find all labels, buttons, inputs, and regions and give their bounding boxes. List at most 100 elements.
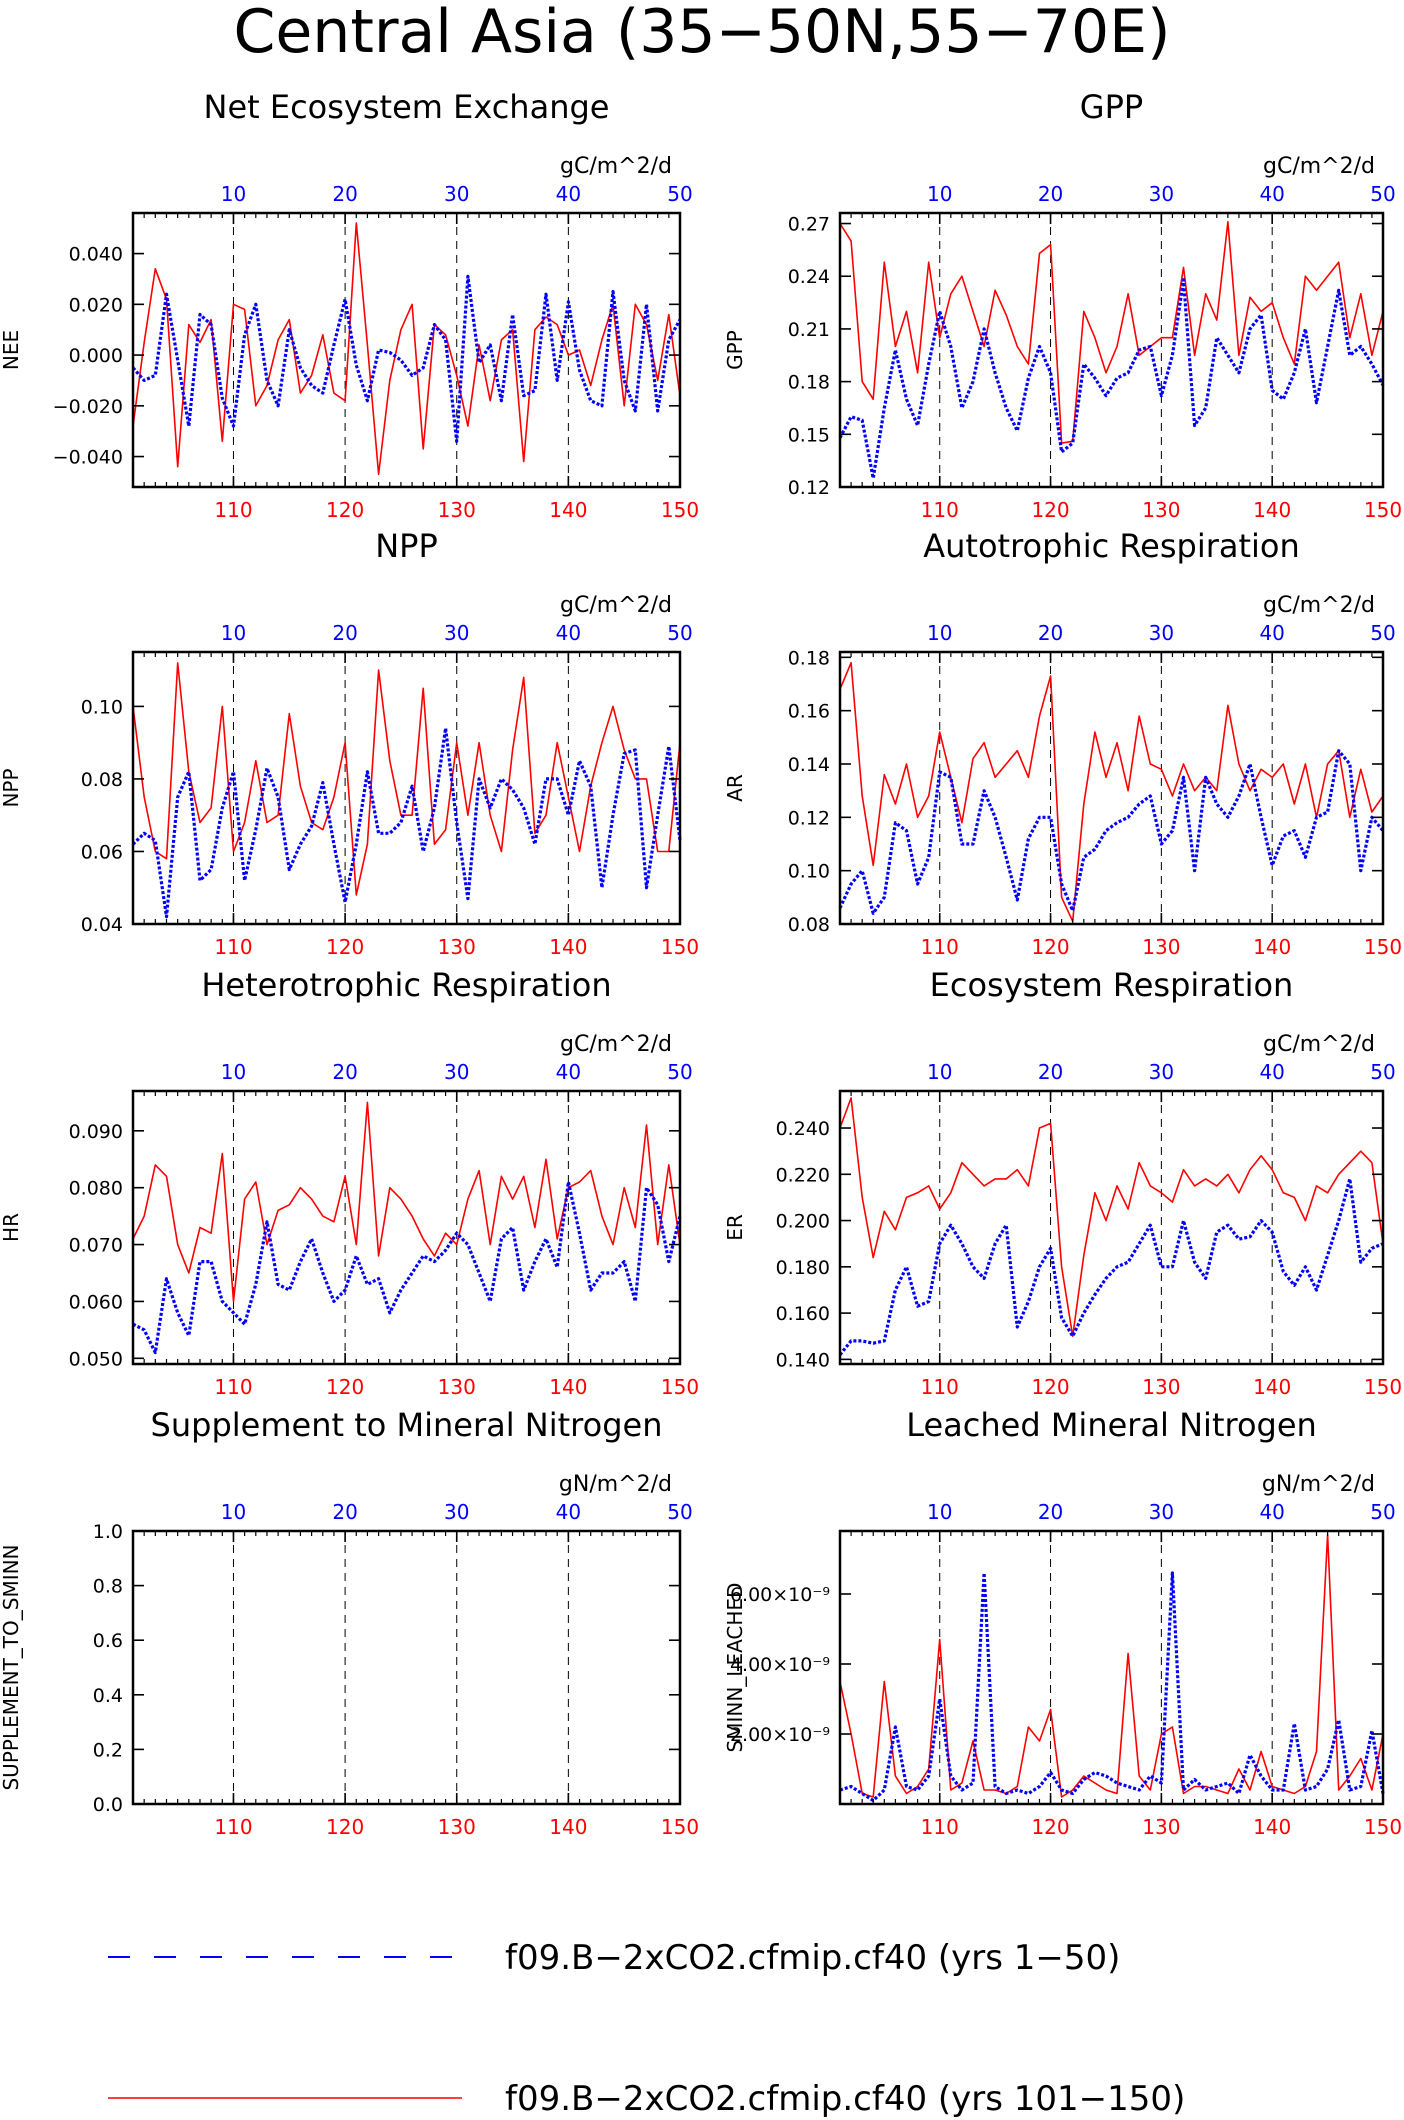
x-bottom-tick-label: 150 bbox=[661, 1815, 699, 1839]
x-bottom-tick-label: 150 bbox=[1364, 1375, 1402, 1399]
x-bottom-tick-label: 140 bbox=[1253, 1375, 1291, 1399]
panel-ar: 110 120 130 140 150 10 20 30 40 50 0.08 0.10 0.12 0.1… bbox=[723, 527, 1402, 959]
x-top-tick-label: 20 bbox=[332, 1500, 357, 1524]
y-tick-label: 0.27 bbox=[788, 214, 830, 236]
units-label: gC/m^2/d bbox=[560, 1032, 672, 1057]
x-bottom-tick-label: 140 bbox=[1253, 935, 1291, 959]
x-top-tick-label: 40 bbox=[556, 1060, 581, 1084]
panel-title: Ecosystem Respiration bbox=[930, 966, 1294, 1004]
y-tick-label: 0.12 bbox=[788, 477, 830, 499]
x-top-tick-label: 30 bbox=[444, 1060, 469, 1084]
series-line-yrs-1-50 bbox=[838, 749, 1385, 915]
y-tick-label: 0.060 bbox=[69, 1291, 123, 1313]
x-top-tick-label: 50 bbox=[667, 1500, 692, 1524]
y-tick-label: 0.240 bbox=[776, 1118, 830, 1140]
y-tick-label: 0.10 bbox=[788, 861, 830, 883]
x-top-tick-label: 30 bbox=[1149, 1060, 1174, 1084]
legend-label: f09.B−2xCO2.cfmip.cf40 (yrs 101−150) bbox=[505, 2079, 1185, 2119]
x-bottom-tick-label: 150 bbox=[1364, 498, 1402, 522]
x-top-tick-label: 30 bbox=[1149, 182, 1174, 206]
x-top-tick-label: 40 bbox=[556, 182, 581, 206]
series-line-yrs-101-150 bbox=[839, 221, 1384, 444]
x-top-tick-label: 10 bbox=[221, 182, 246, 206]
x-top-tick-label: 20 bbox=[332, 1060, 357, 1084]
x-top-tick-label: 30 bbox=[444, 182, 469, 206]
x-top-tick-label: 10 bbox=[927, 1500, 952, 1524]
x-bottom-tick-label: 130 bbox=[438, 498, 476, 522]
y-tick-label: 0.18 bbox=[788, 372, 830, 394]
y-axis-label: SUPPLEMENT_TO_SMINN bbox=[0, 1544, 23, 1790]
y-tick-label: 0.090 bbox=[69, 1121, 123, 1143]
plot-frame bbox=[838, 211, 1385, 489]
x-bottom-tick-label: 130 bbox=[1142, 935, 1180, 959]
x-top-tick-label: 20 bbox=[332, 621, 357, 645]
y-tick-label: 0.000 bbox=[69, 345, 123, 367]
y-axis-label: ER bbox=[723, 1214, 747, 1241]
x-top-tick-label: 50 bbox=[1370, 621, 1395, 645]
series-line-yrs-1-50 bbox=[838, 278, 1385, 480]
x-top-tick-label: 50 bbox=[667, 182, 692, 206]
units-label: gC/m^2/d bbox=[560, 154, 672, 179]
panel-title: GPP bbox=[1080, 88, 1143, 126]
x-bottom-tick-label: 110 bbox=[214, 1815, 252, 1839]
y-tick-label: 0.06 bbox=[81, 841, 123, 863]
x-bottom-tick-label: 120 bbox=[1031, 498, 1069, 522]
panel-supplement_to_sminn: 110 120 130 140 150 10 20 30 40 50 0.0 0.2 0.4 0.6 0.8… bbox=[0, 1406, 699, 1839]
panel-hr: 110 120 130 140 150 10 20 30 40 50 0.050 0.060 0.070… bbox=[0, 966, 699, 1399]
x-top-tick-label: 40 bbox=[1259, 621, 1284, 645]
x-bottom-tick-label: 120 bbox=[326, 935, 364, 959]
x-top-tick-label: 30 bbox=[444, 621, 469, 645]
plot-frame bbox=[131, 1529, 682, 1806]
x-bottom-tick-label: 140 bbox=[549, 1815, 587, 1839]
x-bottom-tick-label: 110 bbox=[921, 935, 959, 959]
panel-title: Supplement to Mineral Nitrogen bbox=[151, 1406, 663, 1444]
x-top-tick-label: 20 bbox=[1038, 182, 1063, 206]
y-axis-label: AR bbox=[723, 774, 747, 802]
x-bottom-tick-label: 150 bbox=[661, 1375, 699, 1399]
x-bottom-tick-label: 150 bbox=[661, 498, 699, 522]
series-line-yrs-101-150 bbox=[132, 662, 681, 896]
y-tick-label: 0.16 bbox=[788, 701, 830, 723]
units-label: gC/m^2/d bbox=[1263, 1032, 1375, 1057]
y-tick-label: 0.200 bbox=[776, 1211, 830, 1233]
x-bottom-tick-label: 120 bbox=[1031, 935, 1069, 959]
panel-npp: 110 120 130 140 150 10 20 30 40 50 0.04 0.06 0.08 0.1… bbox=[0, 527, 699, 959]
x-top-tick-label: 30 bbox=[444, 1500, 469, 1524]
panel-title: Heterotrophic Respiration bbox=[201, 966, 611, 1004]
x-top-tick-label: 10 bbox=[221, 1500, 246, 1524]
y-tick-label: 0.04 bbox=[81, 914, 123, 936]
panel-sminn_leached: 110 120 130 140 150 10 20 30 40 50 2.00×10⁻⁹ 4.00×1… bbox=[723, 1406, 1402, 1839]
x-bottom-tick-label: 130 bbox=[438, 1375, 476, 1399]
y-tick-label: 0.08 bbox=[81, 769, 123, 791]
plot-frame bbox=[131, 211, 682, 489]
x-bottom-tick-label: 140 bbox=[549, 935, 587, 959]
y-axis-label: HR bbox=[0, 1213, 23, 1242]
x-bottom-tick-label: 140 bbox=[549, 498, 587, 522]
x-top-tick-label: 50 bbox=[667, 1060, 692, 1084]
panel-title: Autotrophic Respiration bbox=[923, 527, 1300, 565]
panel-title: Leached Mineral Nitrogen bbox=[906, 1406, 1317, 1444]
x-bottom-tick-label: 110 bbox=[214, 935, 252, 959]
y-tick-label: 0.10 bbox=[81, 696, 123, 718]
page-title: Central Asia (35−50N,55−70E) bbox=[233, 0, 1171, 67]
plot-frame bbox=[838, 1089, 1385, 1366]
x-bottom-tick-label: 120 bbox=[326, 1375, 364, 1399]
series-line-yrs-1-50 bbox=[132, 1180, 682, 1355]
plot-frame bbox=[131, 1089, 682, 1366]
y-tick-label: 0.4 bbox=[93, 1685, 123, 1707]
units-label: gC/m^2/d bbox=[1263, 593, 1375, 618]
plot-frame bbox=[131, 650, 682, 926]
series-line-yrs-1-50 bbox=[838, 1177, 1384, 1356]
y-tick-label: 0.21 bbox=[788, 319, 830, 341]
y-tick-label: 0.160 bbox=[776, 1303, 830, 1325]
y-tick-label: 0.14 bbox=[788, 754, 830, 776]
y-tick-label: 0.070 bbox=[69, 1235, 123, 1257]
y-tick-label: 4.00×10⁻⁹ bbox=[730, 1654, 830, 1676]
x-bottom-tick-label: 130 bbox=[1142, 1375, 1180, 1399]
x-top-tick-label: 10 bbox=[221, 621, 246, 645]
series-line-yrs-101-150 bbox=[839, 661, 1384, 923]
y-tick-label: 0.080 bbox=[69, 1178, 123, 1200]
y-axis-label: GPP bbox=[723, 330, 747, 370]
x-top-tick-label: 30 bbox=[1149, 1500, 1174, 1524]
